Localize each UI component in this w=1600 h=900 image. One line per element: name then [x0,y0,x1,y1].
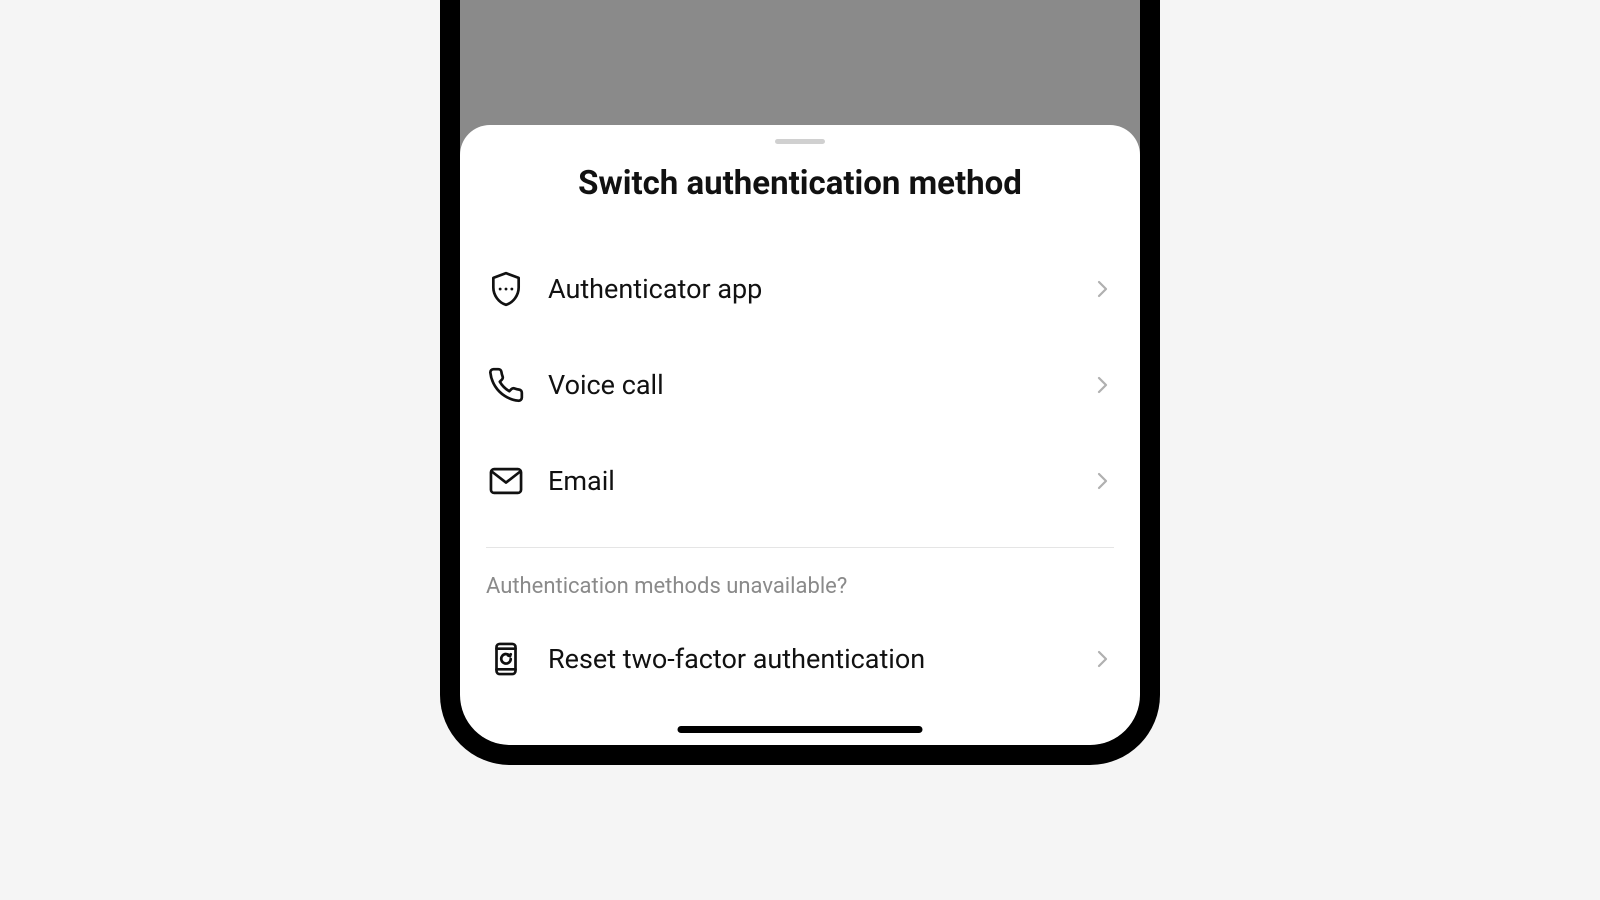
option-email[interactable]: Email [460,433,1140,529]
option-authenticator-app[interactable]: Authenticator app [460,241,1140,337]
chevron-right-icon [1090,373,1114,397]
option-label: Reset two-factor authentication [548,643,1090,675]
phone-screen: Switch authentication method Authenticat… [460,0,1140,745]
divider [486,547,1114,548]
option-reset-2fa[interactable]: Reset two-factor authentication [460,611,1140,707]
chevron-right-icon [1090,469,1114,493]
option-label: Authenticator app [548,273,1090,305]
home-indicator[interactable] [678,726,923,733]
canvas-background: Switch authentication method Authenticat… [72,0,1528,820]
device-reset-icon [486,639,526,679]
phone-icon [486,365,526,405]
option-label: Voice call [548,369,1090,401]
chevron-right-icon [1090,277,1114,301]
option-label: Email [548,465,1090,497]
option-voice-call[interactable]: Voice call [460,337,1140,433]
sheet-drag-handle[interactable] [775,139,825,144]
auth-method-sheet: Switch authentication method Authenticat… [460,125,1140,745]
sheet-title: Switch authentication method [460,164,1140,203]
unavailable-hint: Authentication methods unavailable? [460,574,1140,599]
chevron-right-icon [1090,647,1114,671]
phone-frame: Switch authentication method Authenticat… [440,0,1160,765]
shield-code-icon [486,269,526,309]
mail-icon [486,461,526,501]
